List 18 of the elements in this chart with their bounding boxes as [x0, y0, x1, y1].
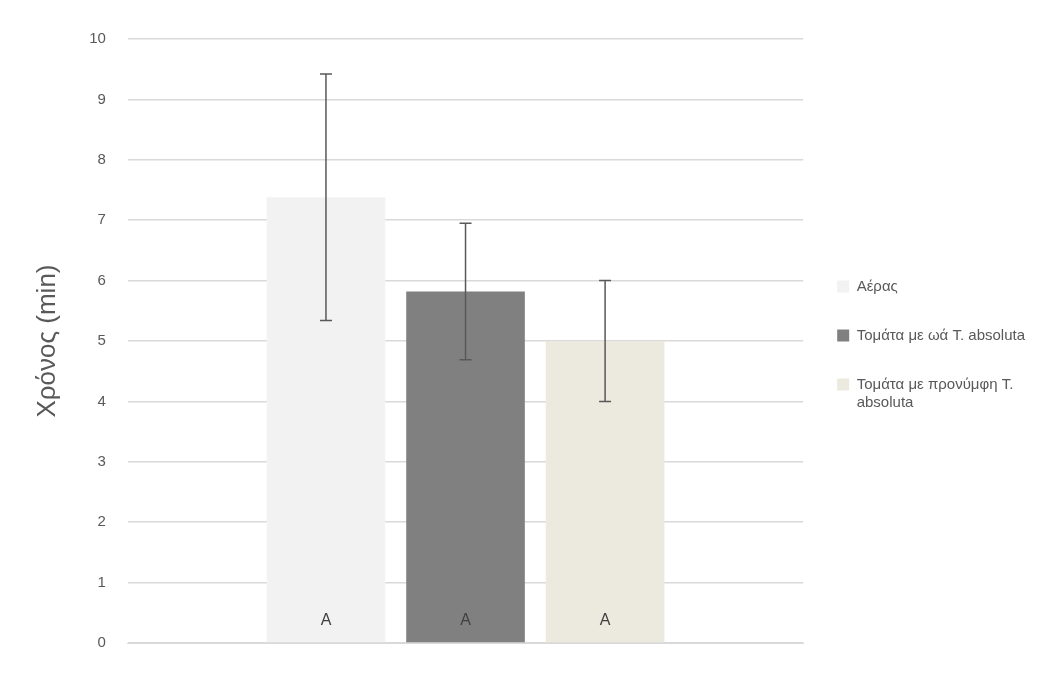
legend-label: Αέρας — [856, 276, 898, 294]
data-label: A — [599, 611, 611, 629]
y-tick-label: 0 — [97, 633, 106, 651]
y-tick-label: 8 — [97, 149, 106, 167]
y-tick-label: 9 — [97, 89, 106, 107]
y-tick-label: 10 — [89, 29, 106, 47]
legend-label: Τομάτα με ωά T. absoluta — [856, 325, 1026, 343]
y-tick-label: 5 — [97, 331, 106, 349]
y-tick-label: 4 — [97, 391, 106, 409]
data-label: A — [320, 611, 332, 629]
y-tick-label: 7 — [97, 210, 106, 228]
y-axis-title: Χρόνος (min) — [30, 264, 61, 418]
y-tick-label: 6 — [97, 270, 106, 288]
data-label: A — [460, 611, 472, 629]
y-tick-label: 1 — [97, 572, 106, 590]
y-tick-label: 2 — [97, 512, 106, 530]
y-tick-label: 3 — [97, 451, 106, 469]
legend-label: Τομάτα με προνύμφη T. absoluta — [856, 374, 1014, 410]
